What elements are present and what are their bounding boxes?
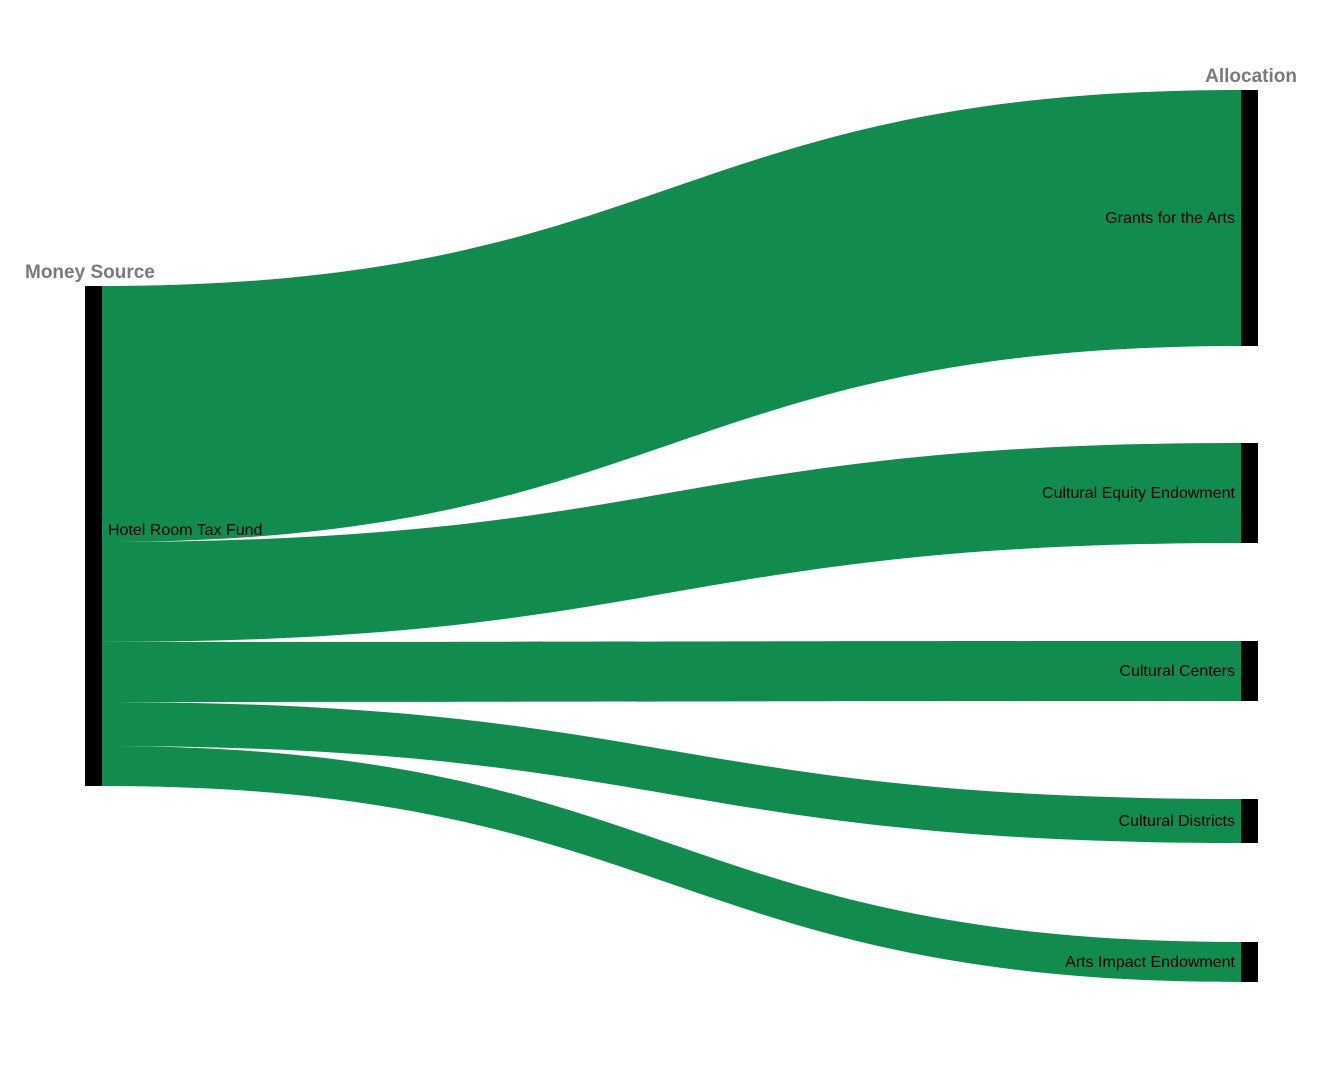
label-cultural-centers: Cultural Centers — [1119, 663, 1235, 680]
label-grants-for-the-arts: Grants for the Arts — [1105, 210, 1235, 227]
sankey-labels: Grants for the Arts Cultural Equity Endow… — [108, 210, 1236, 971]
label-hotel-room-tax-fund: Hotel Room Tax Fund — [108, 522, 262, 539]
link-cultural-centers — [102, 641, 1241, 702]
node-hotel-room-tax-fund — [85, 286, 102, 786]
label-arts-impact-endowment: Arts Impact Endowment — [1065, 954, 1235, 971]
sankey-links — [102, 90, 1241, 982]
label-cultural-districts: Cultural Districts — [1119, 813, 1235, 830]
link-arts-impact-endowment — [102, 746, 1241, 982]
link-cultural-districts — [102, 702, 1241, 843]
link-cultural-equity-endowment — [102, 443, 1241, 642]
label-cultural-equity-endowment: Cultural Equity Endowment — [1042, 485, 1236, 502]
node-cultural-centers — [1241, 641, 1258, 701]
column-title-source: Money Source — [25, 262, 155, 283]
node-cultural-equity-endowment — [1241, 443, 1258, 543]
column-title-target: Allocation — [1205, 66, 1297, 87]
link-grants-for-the-arts — [102, 90, 1241, 542]
node-cultural-districts — [1241, 799, 1258, 843]
sankey-nodes — [85, 90, 1258, 982]
node-arts-impact-endowment — [1241, 942, 1258, 982]
node-grants-for-the-arts — [1241, 90, 1258, 346]
